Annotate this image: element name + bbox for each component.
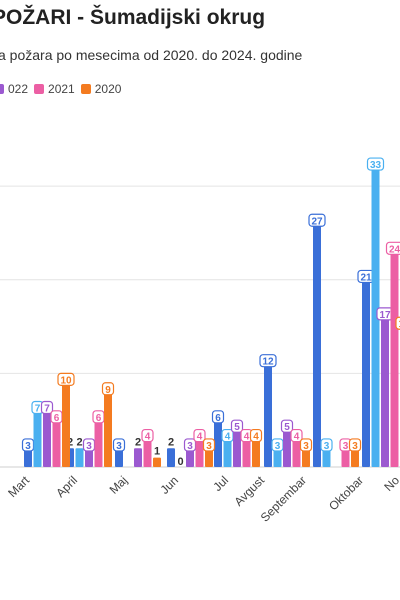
data-label-2021-septembar: 3	[343, 441, 349, 452]
chart-title: POŽARI - Šumadijski okrug	[0, 6, 266, 29]
data-label-bg-2021-maj	[141, 428, 154, 443]
data-label-2021-maj: 4	[145, 432, 151, 443]
bar-2023-oktobar	[371, 158, 380, 468]
bar-2020-mart	[62, 373, 70, 467]
data-label-bg-2023-septembar	[320, 438, 333, 452]
data-label-2023-jul: 4	[225, 432, 231, 443]
data-label-2024-jul: 6	[215, 413, 221, 424]
data-label-bg-2020-jul	[249, 428, 263, 443]
data-label-2022-jul: 5	[234, 422, 240, 433]
data-label-2022-oktobar: 17	[379, 310, 391, 321]
bar-2023-april	[75, 448, 84, 467]
data-label-2024-avgust: 12	[262, 357, 274, 368]
x-tick-label-jun: Jun	[158, 473, 182, 497]
legend-item-2022[interactable]: 022	[0, 82, 28, 96]
data-label-bg-2020-septembar	[348, 438, 362, 452]
x-tick-label-maj: Maj	[107, 473, 131, 497]
legend: 022 2021 2020	[0, 82, 121, 96]
legend-swatch-2022	[0, 84, 4, 94]
data-label-2024-jun: 2	[168, 436, 174, 448]
legend-label-2022: 022	[8, 82, 29, 96]
bar-2022-maj	[134, 448, 142, 467]
x-tick-label-mart: Mart	[5, 473, 32, 500]
data-label-2022-april: 3	[86, 441, 92, 452]
data-label-2023-mart: 7	[35, 403, 41, 414]
data-label-bg-2023-oktobar	[366, 157, 385, 171]
data-label-bg-2022-mart	[40, 400, 54, 415]
data-label-2020-septembar: 3	[352, 441, 358, 452]
data-label-bg-2020-april	[101, 382, 115, 396]
x-tick-label-april: April	[53, 473, 80, 500]
x-tick-label-oktobar: Oktobar	[326, 473, 366, 513]
data-label-bg-2020-jun	[202, 438, 216, 452]
data-label-2023-avgust: 3	[275, 441, 281, 452]
data-label-bg-2020-avgust	[299, 438, 313, 452]
data-label-2022-maj: 2	[135, 436, 141, 448]
bar-2024-oktobar	[362, 270, 370, 467]
legend-label-2021: 2021	[48, 82, 75, 96]
data-label-2020-jun: 3	[206, 441, 212, 452]
data-label-2024-septembar: 27	[311, 216, 323, 227]
data-label-2021-avgust: 4	[294, 432, 300, 443]
data-label-bg-2024-avgust	[259, 354, 277, 368]
x-tick-label-novembar: No	[381, 473, 400, 494]
bar-2021-mart	[52, 410, 61, 467]
data-label-2023-april: 2	[76, 436, 82, 448]
bar-2021-oktobar	[390, 242, 399, 467]
bar-2024-jul	[214, 410, 222, 467]
data-label-2024-maj: 3	[116, 441, 122, 452]
bar-2024-septembar	[313, 214, 321, 467]
x-tick-label-septembar: Septembar	[258, 473, 309, 524]
legend-item-2020[interactable]: 2020	[80, 82, 122, 96]
data-label-bg-2021-oktobar	[385, 241, 400, 255]
data-label-bg-2022-avgust	[280, 419, 294, 433]
data-label-2023-jun: 0	[177, 456, 183, 468]
bar-2020-april	[104, 382, 112, 467]
data-label-bg-2022-jul	[230, 419, 244, 433]
data-label-2022-jun: 3	[187, 441, 193, 452]
data-label-2023-septembar: 3	[324, 441, 330, 452]
x-tick-label-jul: Jul	[210, 473, 231, 494]
data-label-2020-jul: 4	[253, 432, 259, 443]
bar-2022-oktobar	[381, 307, 389, 467]
bar-2022-mart	[43, 401, 51, 467]
data-label-2022-avgust: 5	[284, 422, 290, 433]
chart-subtitle: a požara po mesecima od 2020. do 2024. g…	[0, 47, 303, 63]
data-label-bg-2020-mart	[57, 372, 75, 386]
legend-label-2020: 2020	[94, 82, 122, 96]
data-label-2024-oktobar: 21	[360, 272, 372, 283]
bar-2023-mart	[33, 401, 42, 467]
data-label-2021-april: 6	[96, 413, 102, 424]
data-label-2020-oktobar: 16	[398, 319, 400, 330]
data-label-bg-2021-avgust	[290, 428, 303, 443]
bar-2024-jun	[167, 448, 175, 467]
data-label-bg-2020-oktobar	[395, 316, 400, 330]
legend-swatch-2020	[80, 84, 91, 94]
data-label-2020-april: 9	[105, 385, 111, 396]
data-label-2021-mart: 6	[54, 413, 60, 424]
bar-2024-avgust	[264, 354, 272, 467]
legend-swatch-2021	[34, 84, 45, 94]
data-label-bg-2021-jun	[193, 428, 206, 443]
data-label-2020-avgust: 3	[303, 441, 309, 452]
x-tick-label-avgust: Avgust	[231, 473, 267, 509]
data-label-2021-jun: 4	[197, 432, 203, 443]
data-label-2023-oktobar: 33	[370, 160, 382, 171]
bar-2021-april	[94, 410, 103, 467]
data-label-2020-mart: 10	[60, 375, 72, 386]
legend-item-2021[interactable]: 2021	[34, 82, 75, 96]
data-label-bg-2024-septembar	[308, 213, 326, 227]
data-label-2021-jul: 4	[244, 432, 250, 443]
bar-2020-maj	[153, 457, 161, 467]
data-label-2020-maj: 1	[154, 446, 160, 458]
data-label-2022-mart: 7	[44, 403, 50, 414]
data-label-2024-mart: 3	[25, 441, 31, 452]
data-label-bg-2024-maj	[112, 438, 126, 452]
data-label-bg-2024-jul	[211, 410, 225, 424]
data-label-2021-oktobar: 24	[389, 244, 400, 255]
